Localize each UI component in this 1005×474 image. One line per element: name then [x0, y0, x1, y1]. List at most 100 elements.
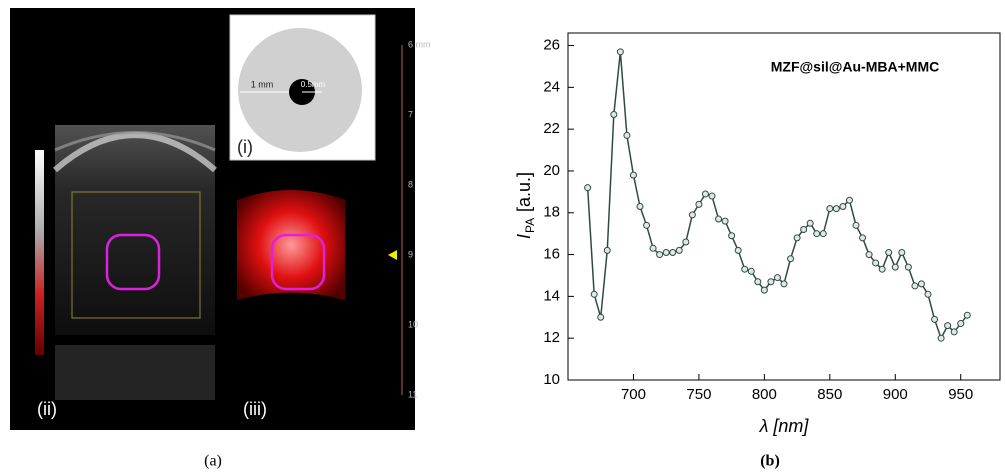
data-point — [813, 230, 821, 238]
data-point — [721, 217, 729, 225]
data-point — [819, 230, 827, 238]
panel-label: (ii) — [37, 399, 57, 419]
data-point — [845, 196, 853, 204]
depth-scale: 6 mm 7 8 9 10 11 — [408, 39, 431, 399]
data-point — [649, 244, 657, 252]
data-point — [584, 184, 592, 192]
y-tick-label: 18 — [543, 204, 560, 221]
data-point — [826, 205, 834, 213]
roi-contour — [105, 233, 161, 291]
data-point — [734, 246, 742, 254]
roi-contour — [270, 233, 326, 291]
ultrasound-arc — [53, 132, 217, 173]
data-point — [917, 280, 925, 288]
data-point — [597, 313, 605, 321]
data-point — [688, 211, 696, 219]
data-point — [944, 322, 952, 330]
y-tick-label: 24 — [543, 78, 560, 95]
focus-marker — [388, 250, 397, 260]
data-point — [603, 246, 611, 254]
x-tick-label: 900 — [883, 386, 908, 403]
depth-label: 8 — [408, 179, 413, 189]
data-point — [891, 263, 899, 271]
data-point — [931, 315, 939, 323]
depth-label: 7 — [408, 109, 413, 119]
data-point — [957, 320, 965, 328]
data-point — [675, 246, 683, 254]
y-tick-label: 16 — [543, 246, 560, 263]
data-point — [682, 238, 690, 246]
data-point — [616, 48, 624, 56]
y-tick-label: 14 — [543, 287, 560, 304]
data-point — [760, 286, 768, 294]
y-tick-label: 12 — [543, 329, 560, 346]
caption: (a) — [204, 453, 222, 470]
roi-box — [71, 191, 201, 319]
data-point — [878, 265, 886, 273]
ultrasound-image — [55, 345, 215, 400]
data-point — [793, 234, 801, 242]
data-point — [806, 219, 814, 227]
data-point — [669, 248, 677, 256]
data-point — [754, 278, 762, 286]
data-point — [656, 251, 664, 259]
y-axis-label-group: I PA [a.u.] — [514, 172, 537, 239]
x-tick-label: 950 — [948, 386, 973, 403]
data-line — [586, 51, 968, 341]
dimension-label: 1 mm — [251, 79, 274, 89]
data-point — [695, 200, 703, 208]
data-point — [747, 267, 755, 275]
data-point — [832, 205, 840, 213]
data-point — [904, 263, 912, 271]
data-point — [937, 334, 945, 342]
ultrasound-arc — [54, 131, 216, 152]
data-point — [898, 248, 906, 256]
depth-label: 11 — [408, 389, 417, 399]
y-tick-label: 22 — [543, 120, 560, 137]
data-point — [787, 255, 795, 263]
depth-label: 6 mm — [408, 39, 431, 49]
y-axis-label-sub: PA — [523, 218, 537, 233]
data-point — [773, 274, 781, 282]
data-point — [859, 234, 867, 242]
y-tick-label: 20 — [543, 162, 560, 179]
data-point — [865, 251, 873, 259]
dimension-label: 0.5mm — [301, 80, 326, 89]
data-point — [623, 131, 631, 139]
data-point — [643, 221, 651, 229]
data-point — [590, 290, 598, 298]
data-point — [872, 259, 880, 267]
data-point — [950, 328, 958, 336]
data-point — [767, 278, 775, 286]
ultrasound-image — [55, 125, 215, 335]
data-point — [728, 232, 736, 240]
plot-frame — [567, 32, 1001, 381]
y-axis-label-unit: [a.u.] — [514, 172, 534, 212]
x-axis-label: λ [nm] — [759, 416, 810, 436]
panel-label: (iii) — [243, 399, 267, 419]
y-axis-label: I — [514, 234, 534, 239]
data-point — [885, 248, 893, 256]
data-point — [636, 203, 644, 210]
data-point — [662, 248, 670, 256]
data-point — [924, 290, 932, 298]
x-tick-label: 750 — [686, 386, 711, 403]
y-tick-label: 10 — [543, 371, 560, 388]
data-point — [963, 311, 971, 319]
data-point — [629, 171, 637, 179]
data-point — [839, 203, 847, 210]
panel-label: (i) — [237, 137, 253, 157]
x-tick-label: 800 — [752, 386, 777, 403]
colorbar — [35, 150, 44, 355]
data-point — [610, 111, 618, 119]
pa-image — [237, 190, 345, 300]
x-tick-label: 850 — [817, 386, 842, 403]
y-tick-label: 26 — [543, 37, 560, 54]
data-point — [708, 192, 716, 200]
data-point — [715, 215, 723, 223]
caption: (b) — [760, 453, 780, 470]
data-point — [741, 265, 749, 273]
data-point — [701, 190, 709, 198]
annotation: MZF@sil@Au-MBA+MMC — [771, 59, 939, 75]
